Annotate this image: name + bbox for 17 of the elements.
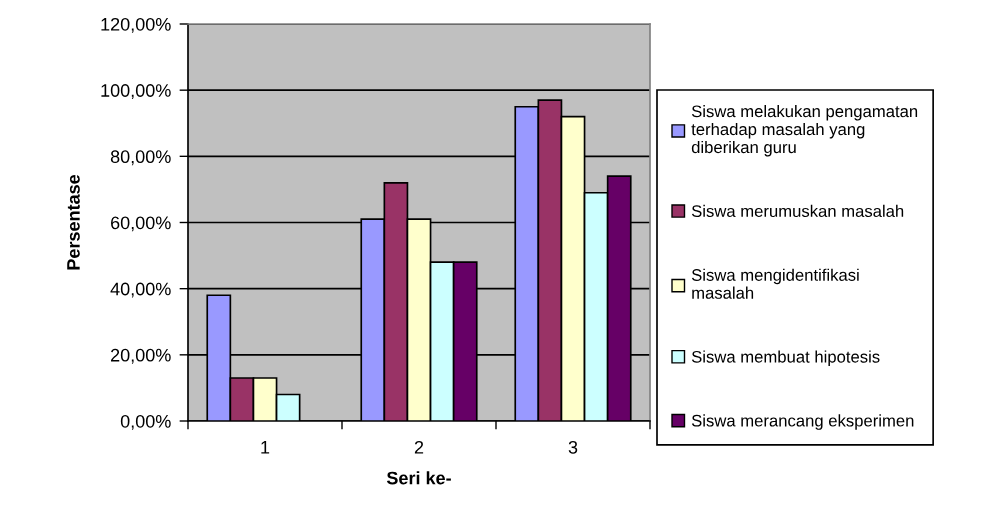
legend-label: Siswa merancang eksperimen [691, 414, 914, 430]
y-tick-label: 100,00% [101, 84, 171, 100]
y-tick-label: 80,00% [110, 150, 171, 166]
x-axis-title: Seri ke- [386, 471, 451, 485]
x-tick-label: 1 [261, 441, 270, 454]
x-tick-label: 3 [568, 440, 578, 454]
y-tick-label: 20,00% [111, 348, 171, 364]
legend-label: Siswa membuat hipotesis [691, 350, 880, 366]
y-axis-title: Persentase [67, 174, 80, 270]
y-tick-label: 60,00% [111, 216, 171, 232]
legend-label: Siswa merumuskan masalah [691, 204, 904, 218]
y-tick-label: 0,00% [120, 414, 171, 430]
legend-label: Siswa melakukan pengamatan terhadap masalah yang diberikan guru [691, 105, 918, 157]
x-tick-label: 2 [414, 440, 424, 454]
y-tick-label: 40,00% [110, 282, 171, 298]
y-tick-label: 120,00% [101, 17, 171, 33]
legend-label: Siswa mengidentifikasi masalah [691, 268, 859, 299]
